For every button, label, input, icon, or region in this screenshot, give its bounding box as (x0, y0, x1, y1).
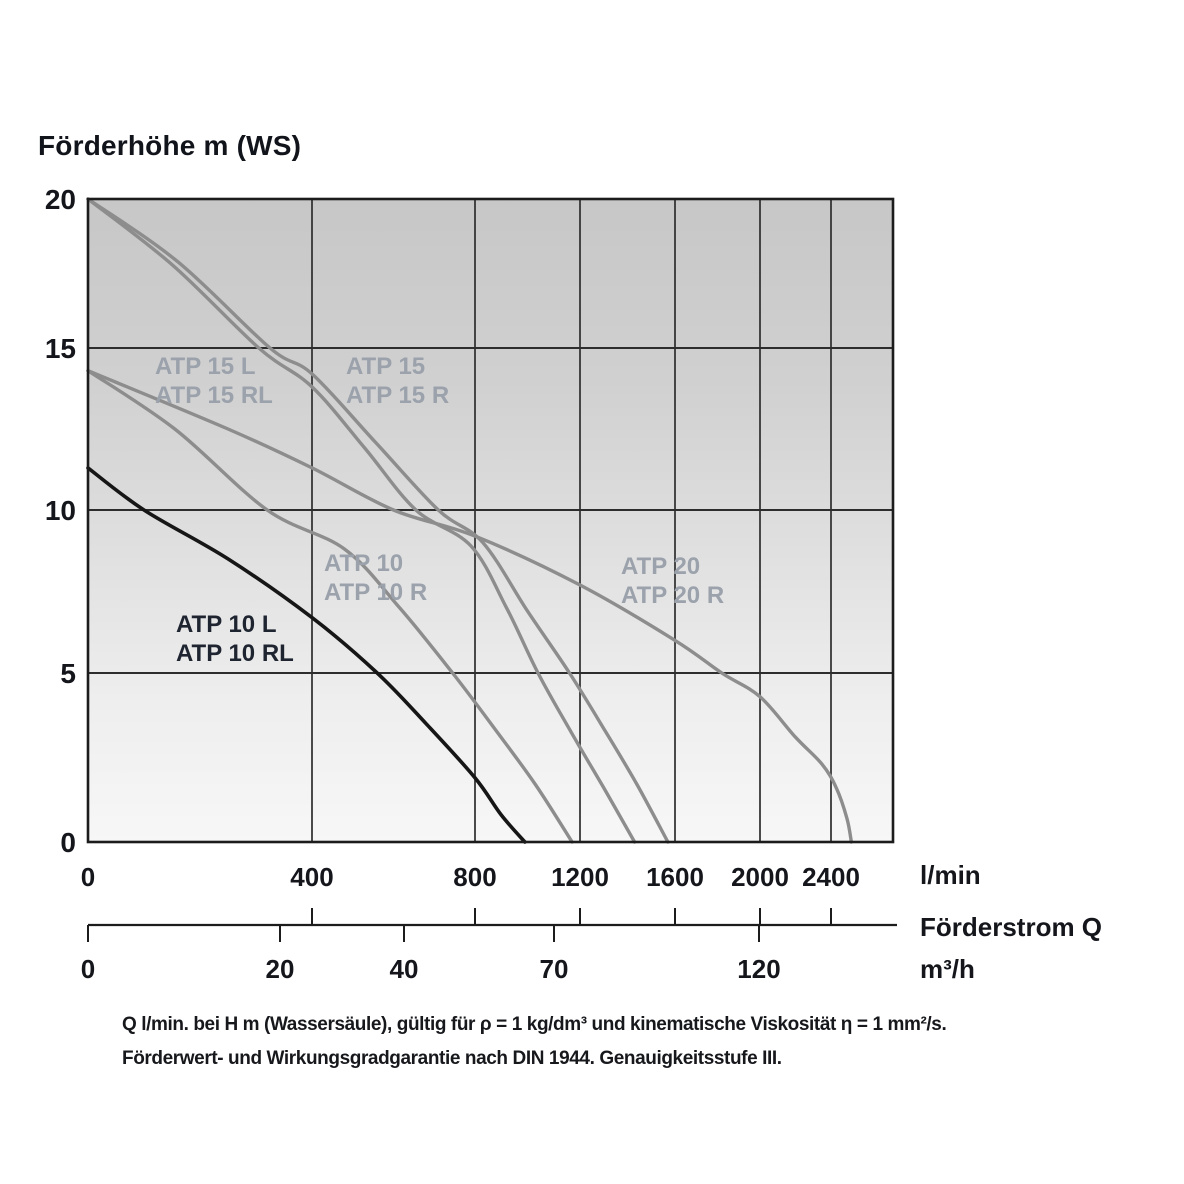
curve-label-atp15l: ATP 15 L ATP 15 RL (155, 352, 273, 410)
plot-background (88, 199, 893, 842)
x-tick-label-m3h: 0 (81, 954, 95, 984)
curve-label-line: ATP 15 RL (155, 382, 273, 409)
y-tick-label: 5 (60, 658, 76, 689)
curve-label-line: ATP 15 (346, 353, 426, 380)
curve-label-line: ATP 10 RL (176, 640, 294, 667)
curve-label-atp15: ATP 15 ATP 15 R (346, 352, 449, 410)
curve-label-line: ATP 15 R (346, 382, 450, 409)
y-tick-label: 0 (60, 827, 76, 858)
x-tick-label-m3h: 120 (737, 954, 780, 984)
x-tick-label-m3h: 40 (390, 954, 419, 984)
x-axis-unit-lmin: l/min (920, 860, 981, 890)
x-tick-label-lmin: 0 (81, 862, 95, 892)
x-tick-label-lmin: 2400 (802, 862, 860, 892)
curve-label-line: ATP 20 (621, 553, 701, 580)
curve-label-atp10l: ATP 10 L ATP 10 RL (176, 610, 294, 668)
y-tick-label: 15 (45, 333, 76, 364)
x-tick-label-lmin: 2000 (731, 862, 789, 892)
pump-curve-atp-20 (86, 369, 854, 844)
curve-label-atp10: ATP 10 ATP 10 R (324, 549, 427, 607)
x-tick-label-lmin: 400 (290, 862, 333, 892)
y-axis-title: Förderhöhe m (WS) (38, 130, 302, 161)
pump-curve-atp-15-l (86, 197, 637, 844)
pump-curve-atp-15 (86, 197, 670, 844)
y-tick-label: 10 (45, 495, 76, 526)
plot-border (86, 197, 895, 844)
x-axis-title: Förderstrom Q (920, 912, 1103, 942)
curve-label-line: ATP 10 L (176, 611, 277, 638)
x-tick-label-lmin: 1600 (646, 862, 704, 892)
x-tick-label-lmin: 1200 (551, 862, 609, 892)
footnote-line1: Q l/min. bei H m (Wassersäule), gültig f… (122, 1014, 947, 1035)
curve-label-line: ATP 10 R (324, 579, 428, 606)
curve-label-line: ATP 20 R (621, 582, 725, 609)
x-axis-unit-m3h: m³/h (920, 954, 975, 984)
curve-label-line: ATP 10 (324, 550, 404, 577)
curve-label-line: ATP 15 L (155, 353, 256, 380)
y-tick-label: 20 (45, 184, 76, 215)
x-tick-label-lmin: 800 (453, 862, 496, 892)
x-tick-label-m3h: 70 (540, 954, 569, 984)
footnote-line2: Förderwert- und Wirkungsgradgarantie nac… (122, 1048, 782, 1069)
x-tick-label-m3h: 20 (266, 954, 295, 984)
curve-label-atp20: ATP 20 ATP 20 R (621, 552, 724, 610)
pump-curve-atp-10 (86, 369, 574, 844)
pump-curve-atp-10-l (86, 466, 527, 844)
